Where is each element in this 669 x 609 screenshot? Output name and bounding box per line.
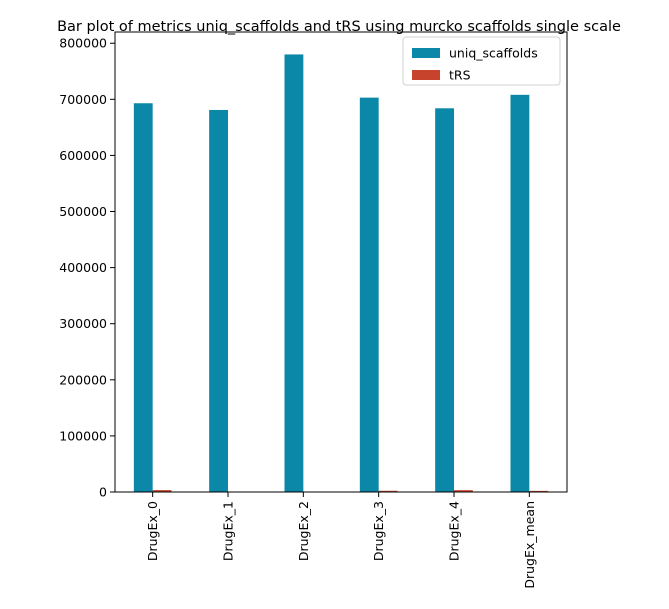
legend-label-uniq_scaffolds: uniq_scaffolds [449,46,538,61]
legend-label-tRS: tRS [449,68,471,83]
bars-group [133,54,549,493]
bar-uniq_scaffolds-DrugEx_mean [510,94,530,492]
bar-uniq_scaffolds-DrugEx_4 [435,108,454,492]
y-tick-label: 600000 [59,148,107,163]
bar-tRS-DrugEx_mean [529,490,549,492]
legend-swatch-uniq_scaffolds [412,48,440,58]
bar-tRS-DrugEx_4 [454,490,473,492]
chart-title: Bar plot of metrics uniq_scaffolds and t… [57,19,621,35]
x-tick-label: DrugEx_4 [447,501,462,561]
y-tick-label: 500000 [59,204,107,219]
bar-uniq_scaffolds-DrugEx_1 [209,109,228,492]
y-tick-label: 300000 [59,316,107,331]
plot-frame [114,31,568,493]
x-axis: DrugEx_0 DrugEx_1 DrugEx_2 DrugEx_3 DrugEx_4… [145,492,537,589]
bar-tRS-DrugEx_0 [152,490,172,492]
x-tick-label: DrugEx_2 [296,501,311,561]
legend-box [402,36,561,86]
bar-tRS-DrugEx_3 [378,490,398,492]
y-tick-label: 100000 [59,428,107,443]
y-tick-label: 0 [99,485,107,500]
bar-uniq_scaffolds-DrugEx_0 [133,103,153,493]
x-tick-label: DrugEx_3 [371,501,386,561]
y-tick-label: 800000 [59,36,107,51]
y-tick-label: 400000 [59,260,107,275]
bar-uniq_scaffolds-DrugEx_2 [284,54,304,492]
x-tick-label: DrugEx_1 [221,501,236,561]
y-tick-label: 200000 [59,372,107,387]
x-tick-label: DrugEx_mean [522,501,537,589]
y-axis: 0 100000 200000 300000 400000 500000 600000 700… [59,36,115,500]
legend: uniq_scaffolds tRS [402,36,561,86]
bar-uniq_scaffolds-DrugEx_3 [359,97,379,492]
x-tick-label: DrugEx_0 [145,501,160,561]
y-tick-label: 700000 [59,92,107,107]
legend-swatch-tRS [412,70,440,80]
